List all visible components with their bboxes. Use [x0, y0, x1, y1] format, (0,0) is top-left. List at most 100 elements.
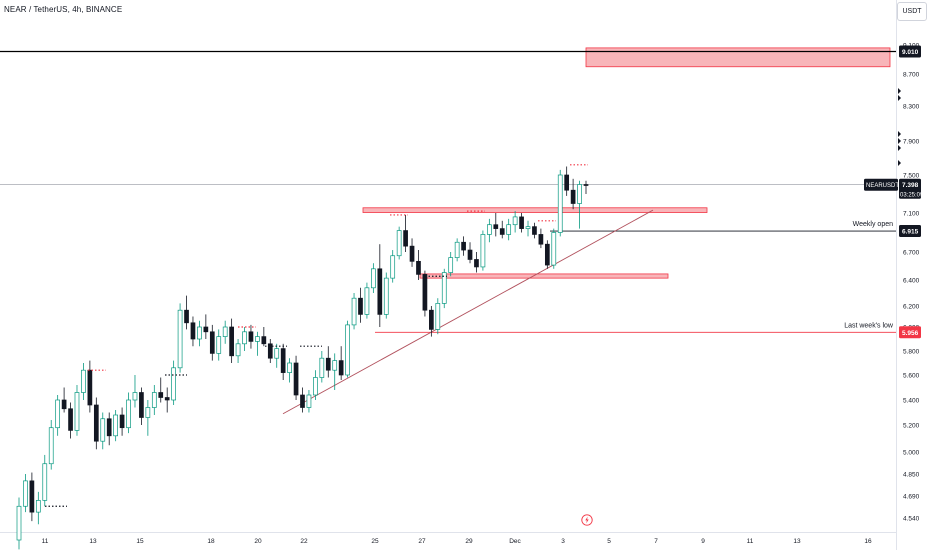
candle-body — [332, 360, 338, 371]
candle-body — [525, 226, 531, 229]
candle-body — [551, 232, 557, 266]
candle-body — [570, 189, 576, 204]
candle-body — [216, 336, 222, 354]
y-axis-tick-label: 5.800 — [903, 349, 920, 356]
axis-arrow-marker — [898, 95, 901, 101]
x-axis-tick-label: 13 — [89, 538, 97, 545]
y-axis-tick-label: 8.700 — [903, 72, 920, 79]
annotation-weekly-open: Weekly open — [853, 221, 893, 228]
candle-body — [416, 260, 421, 275]
candle-body — [164, 397, 170, 401]
supply-demand-zone — [585, 47, 891, 68]
candle-body — [106, 418, 112, 437]
candle-body — [300, 394, 305, 408]
countdown-timer: 03:25:09 — [900, 193, 924, 199]
candle-body — [557, 174, 563, 233]
price-tag-9010: 9.010 — [902, 49, 919, 56]
y-axis-tick-label: 5.200 — [903, 423, 920, 430]
candle-body — [126, 399, 131, 429]
x-axis-tick-label: 22 — [300, 538, 308, 545]
candle-body — [274, 348, 280, 359]
x-axis-tick-label: 11 — [42, 538, 49, 545]
candle-body — [151, 392, 157, 408]
candle-body — [248, 331, 254, 342]
x-axis-tick-label: 5 — [607, 538, 611, 545]
candle-body — [544, 243, 550, 266]
price-tag-weekly-open-bg — [899, 225, 921, 238]
candle-body — [23, 480, 28, 507]
y-axis-tick-label: 7.500 — [903, 173, 920, 180]
y-axis-tick-label: 4.690 — [903, 494, 920, 501]
x-axis-tick-label: 25 — [371, 538, 379, 545]
axis-arrow-marker — [898, 160, 901, 166]
currency-button[interactable]: USDT — [897, 2, 927, 21]
candle-body — [242, 331, 247, 345]
candle-body — [55, 399, 61, 429]
candle-body — [235, 343, 241, 357]
x-axis-tick-label: 18 — [207, 538, 215, 545]
y-axis-tick-label: 8.300 — [903, 104, 920, 111]
candle-body — [441, 272, 447, 304]
candle-body — [16, 505, 22, 541]
candle-body — [203, 326, 209, 333]
price-tag-weekly-open: 6.915 — [902, 229, 919, 236]
axis-arrow-marker — [898, 131, 901, 137]
x-axis-tick-label: Dec — [509, 538, 521, 545]
candle-body — [499, 228, 505, 235]
candle-body — [132, 392, 138, 401]
candle-body — [383, 277, 389, 315]
candle-body — [61, 399, 67, 410]
candle-body — [267, 343, 273, 359]
y-axis-tick-label: 5.400 — [903, 398, 920, 405]
candle-body — [338, 360, 344, 376]
price-tag-last-week-low: 5.956 — [902, 330, 919, 337]
current-price-tag-bg — [899, 178, 921, 199]
candle-body — [325, 357, 331, 371]
y-axis-tick-label: 7.100 — [903, 211, 920, 218]
candle-body — [222, 326, 228, 337]
candle-body — [583, 184, 589, 186]
x-axis-tick-label: 15 — [136, 538, 144, 545]
x-axis-tick-label: 9 — [701, 538, 705, 545]
x-axis-tick-label: 3 — [561, 538, 565, 545]
current-price-tag: 7.398 — [902, 182, 919, 189]
x-axis-tick-label: 7 — [654, 538, 658, 545]
candle-body — [81, 369, 86, 393]
candle-body — [364, 287, 370, 315]
candle-body — [306, 394, 312, 408]
candle-body — [409, 245, 415, 262]
candle-body — [403, 230, 408, 247]
candle-body — [255, 336, 260, 342]
candle-body — [345, 324, 350, 376]
candle-body — [209, 331, 215, 354]
x-axis-tick-label: 29 — [465, 538, 473, 545]
x-axis-tick-label: 27 — [418, 538, 426, 545]
candle-body — [480, 234, 486, 268]
candle-body — [68, 408, 73, 431]
candle-body — [48, 427, 54, 465]
candle-body — [532, 226, 537, 235]
x-axis-tick-label: 11 — [747, 538, 754, 545]
candle-body — [42, 463, 48, 501]
candle-body — [474, 259, 479, 268]
candle-body — [35, 500, 41, 513]
axis-arrow-marker — [898, 145, 901, 151]
candle-body — [197, 326, 202, 340]
candle-body — [396, 230, 402, 257]
candle-body — [293, 362, 299, 396]
price-tag-9010-bg — [899, 45, 921, 58]
y-axis-tick-label: 4.540 — [903, 516, 920, 523]
y-axis-tick-label: 7.900 — [903, 139, 920, 146]
candle-body — [158, 392, 164, 398]
candle-body — [29, 480, 35, 513]
candle-body — [87, 369, 93, 406]
annotation-last-week-low: Last week's low — [844, 322, 894, 329]
candle-body — [261, 336, 267, 345]
candle-body — [93, 404, 99, 442]
candle-body — [229, 326, 234, 357]
candle-body — [100, 418, 106, 442]
candle-body — [287, 362, 292, 373]
x-axis-tick-label: 20 — [254, 538, 262, 545]
